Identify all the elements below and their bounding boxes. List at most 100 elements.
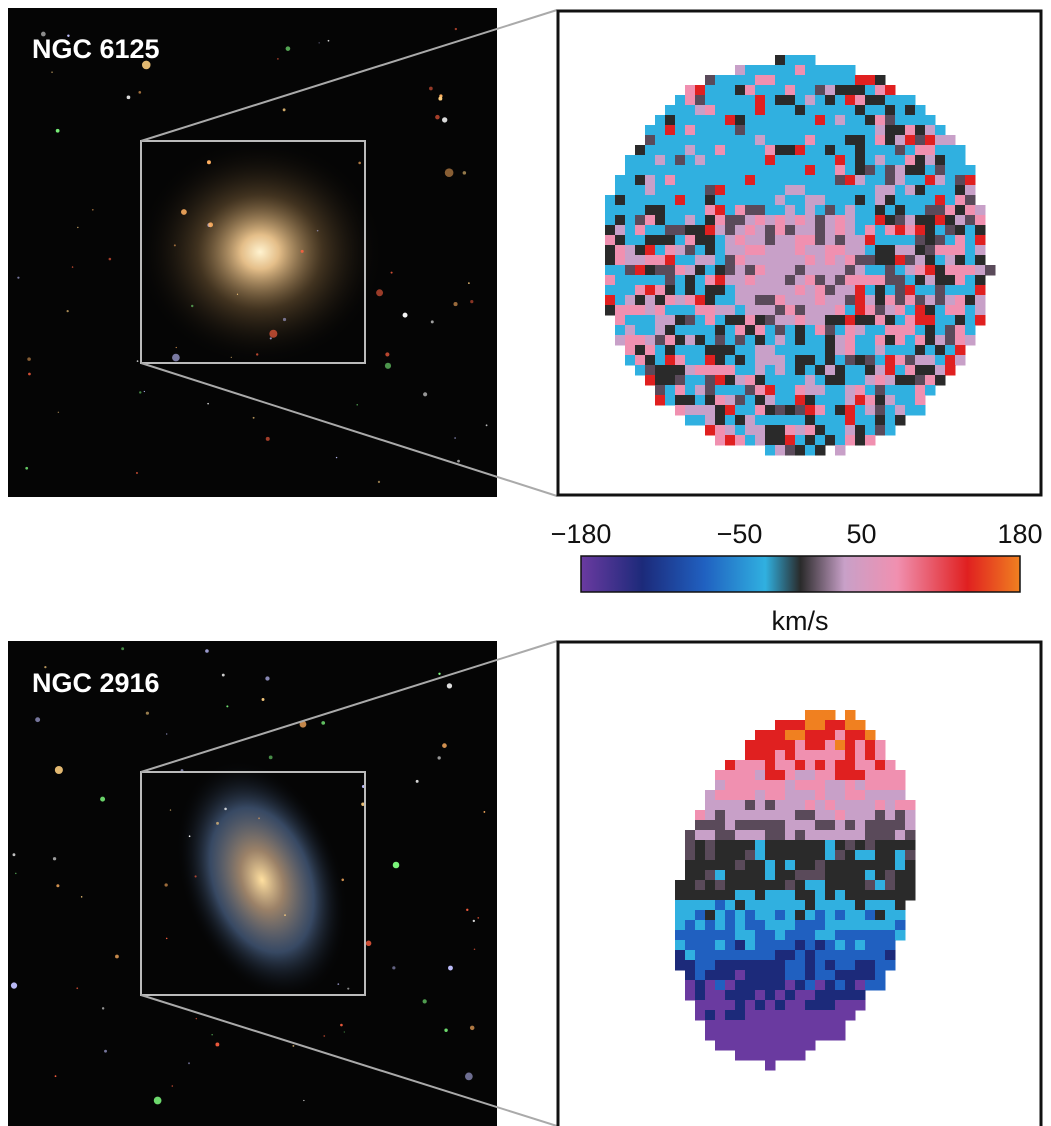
velocity-pixel bbox=[775, 435, 786, 446]
velocity-pixel bbox=[625, 215, 636, 226]
velocity-pixel bbox=[725, 810, 736, 821]
velocity-pixel bbox=[695, 95, 706, 106]
velocity-pixel bbox=[695, 155, 706, 166]
velocity-pixel bbox=[925, 165, 936, 176]
velocity-pixel bbox=[775, 335, 786, 346]
velocity-pixel bbox=[695, 960, 706, 971]
velocity-pixel bbox=[785, 345, 796, 356]
velocity-pixel bbox=[915, 255, 926, 266]
velocity-pixel bbox=[685, 830, 696, 841]
velocity-pixel bbox=[825, 145, 836, 156]
velocity-pixel bbox=[775, 1040, 786, 1051]
velocity-pixel bbox=[705, 870, 716, 881]
velocity-pixel bbox=[805, 55, 816, 66]
velocity-pixel bbox=[705, 335, 716, 346]
velocity-pixel bbox=[865, 75, 876, 86]
velocity-pixel bbox=[685, 840, 696, 851]
velocity-pixel bbox=[755, 125, 766, 136]
velocity-pixel bbox=[795, 325, 806, 336]
velocity-pixel bbox=[605, 285, 616, 296]
velocity-pixel bbox=[685, 175, 696, 186]
velocity-pixel bbox=[735, 1020, 746, 1031]
velocity-pixel bbox=[915, 315, 926, 326]
velocity-pixel bbox=[795, 165, 806, 176]
velocity-pixel bbox=[715, 145, 726, 156]
velocity-pixel bbox=[895, 255, 906, 266]
velocity-pixel bbox=[845, 730, 856, 741]
velocity-pixel bbox=[705, 425, 716, 436]
velocity-pixel bbox=[855, 125, 866, 136]
velocity-pixel bbox=[765, 780, 776, 791]
velocity-pixel bbox=[815, 85, 826, 96]
velocity-pixel bbox=[715, 205, 726, 216]
velocity-pixel bbox=[645, 195, 656, 206]
velocity-pixel bbox=[715, 285, 726, 296]
velocity-pixel bbox=[775, 890, 786, 901]
star bbox=[453, 302, 457, 306]
velocity-pixel bbox=[795, 235, 806, 246]
velocity-pixel bbox=[775, 295, 786, 306]
velocity-pixel bbox=[955, 215, 966, 226]
velocity-pixel bbox=[905, 365, 916, 376]
star bbox=[55, 766, 63, 774]
velocity-pixel bbox=[835, 720, 846, 731]
velocity-pixel bbox=[745, 315, 756, 326]
velocity-pixel bbox=[915, 395, 926, 406]
velocity-pixel bbox=[725, 790, 736, 801]
velocity-pixel bbox=[805, 940, 816, 951]
velocity-pixel bbox=[685, 860, 696, 871]
velocity-pixel bbox=[845, 880, 856, 891]
velocity-pixel bbox=[895, 920, 906, 931]
velocity-pixel bbox=[835, 405, 846, 416]
velocity-pixel bbox=[755, 295, 766, 306]
star bbox=[444, 1029, 447, 1032]
velocity-pixel bbox=[685, 345, 696, 356]
velocity-pixel bbox=[685, 960, 696, 971]
velocity-pixel bbox=[775, 980, 786, 991]
star bbox=[344, 1031, 345, 1032]
velocity-pixel bbox=[735, 235, 746, 246]
velocity-pixel bbox=[735, 255, 746, 266]
velocity-pixel bbox=[795, 1010, 806, 1021]
velocity-pixel bbox=[875, 940, 886, 951]
velocity-pixel bbox=[785, 445, 796, 456]
velocity-pixel bbox=[795, 810, 806, 821]
velocity-pixel bbox=[725, 115, 736, 126]
velocity-pixel bbox=[855, 750, 866, 761]
velocity-pixel bbox=[745, 920, 756, 931]
velocity-pixel bbox=[945, 275, 956, 286]
velocity-pixel bbox=[905, 375, 916, 386]
velocity-pixel bbox=[775, 115, 786, 126]
velocity-pixel bbox=[855, 85, 866, 96]
velocity-pixel bbox=[635, 185, 646, 196]
velocity-pixel bbox=[785, 950, 796, 961]
velocity-pixel bbox=[685, 305, 696, 316]
velocity-pixel bbox=[685, 275, 696, 286]
velocity-pixel bbox=[685, 85, 696, 96]
velocity-pixel bbox=[795, 750, 806, 761]
velocity-pixel bbox=[905, 890, 916, 901]
velocity-pixel bbox=[625, 275, 636, 286]
velocity-pixel bbox=[795, 275, 806, 286]
velocity-pixel bbox=[685, 155, 696, 166]
velocity-pixel bbox=[905, 235, 916, 246]
velocity-pixel bbox=[865, 770, 876, 781]
velocity-pixel bbox=[625, 245, 636, 256]
velocity-pixel bbox=[745, 940, 756, 951]
velocity-pixel bbox=[755, 345, 766, 356]
velocity-pixel bbox=[695, 870, 706, 881]
velocity-pixel bbox=[785, 385, 796, 396]
velocity-pixel bbox=[765, 175, 776, 186]
velocity-pixel bbox=[735, 305, 746, 316]
velocity-pixel bbox=[765, 750, 776, 761]
velocity-pixel bbox=[835, 285, 846, 296]
velocity-pixel bbox=[915, 335, 926, 346]
velocity-pixel bbox=[895, 185, 906, 196]
star bbox=[319, 42, 320, 43]
velocity-pixel bbox=[755, 65, 766, 76]
velocity-pixel bbox=[825, 65, 836, 76]
velocity-pixel bbox=[715, 305, 726, 316]
velocity-pixel bbox=[695, 880, 706, 891]
velocity-pixel bbox=[875, 415, 886, 426]
velocity-pixel bbox=[705, 980, 716, 991]
